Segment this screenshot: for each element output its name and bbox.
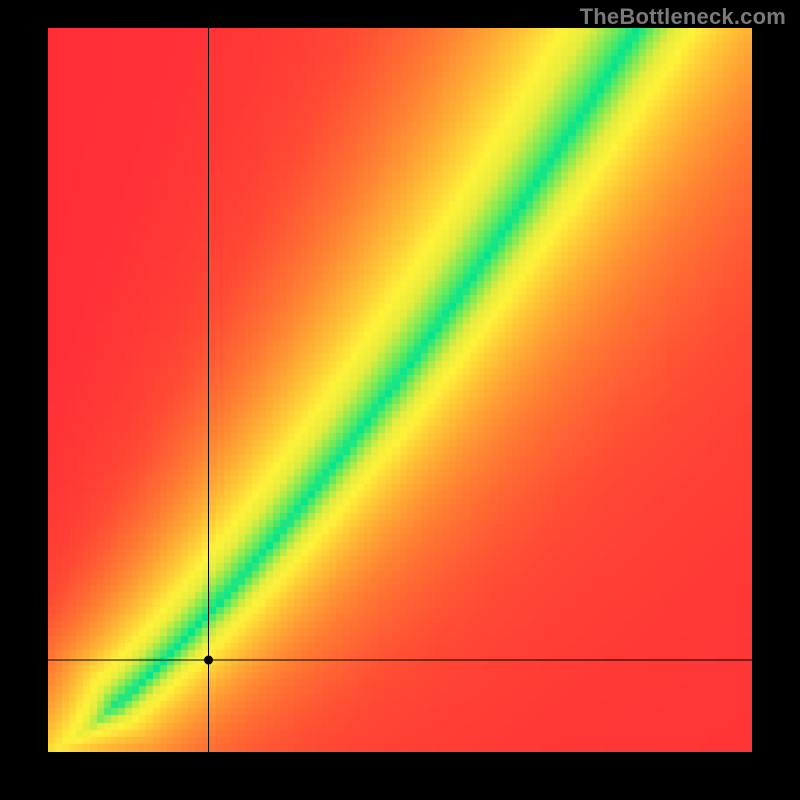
heatmap-canvas	[48, 28, 752, 752]
watermark-text: TheBottleneck.com	[580, 4, 786, 30]
bottleneck-heatmap	[48, 28, 752, 752]
